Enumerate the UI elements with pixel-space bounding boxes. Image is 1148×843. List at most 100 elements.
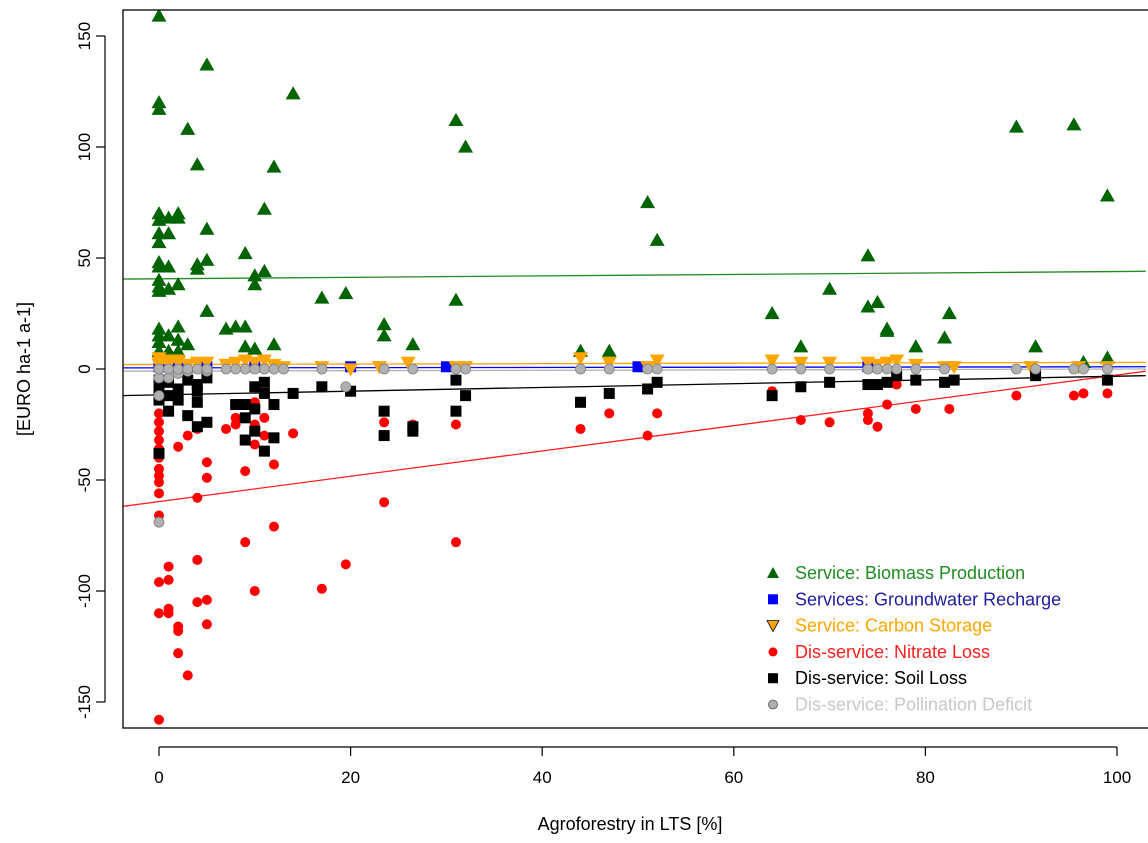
data-point	[450, 419, 461, 430]
data-point	[201, 472, 212, 483]
data-point	[201, 363, 213, 375]
data-point	[1102, 363, 1113, 375]
data-point	[1028, 339, 1044, 353]
data-point	[182, 670, 193, 681]
data-point	[604, 408, 615, 419]
data-point	[154, 435, 164, 446]
data-point	[154, 426, 164, 437]
data-point	[154, 408, 164, 419]
legend-label: Service: Carbon Storage	[795, 616, 992, 636]
data-point	[153, 516, 165, 528]
data-point	[170, 332, 186, 346]
data-point	[1008, 119, 1024, 133]
data-point	[230, 412, 241, 423]
data-point	[891, 370, 903, 382]
y-tick-label: 50	[75, 249, 94, 268]
data-point	[824, 417, 835, 428]
data-point	[199, 252, 215, 266]
data-point	[173, 648, 184, 659]
data-point	[448, 112, 464, 126]
data-point	[343, 363, 359, 377]
data-point	[440, 361, 452, 373]
data-point	[1078, 363, 1089, 375]
data-point	[573, 352, 589, 366]
data-point	[268, 459, 279, 470]
data-point	[1030, 363, 1041, 375]
data-point	[173, 621, 184, 632]
data-point	[575, 363, 586, 375]
data-point	[154, 463, 164, 474]
data-point	[278, 363, 289, 375]
data-point	[1030, 370, 1042, 382]
data-point	[201, 594, 212, 605]
data-point	[249, 425, 261, 437]
data-point	[239, 434, 251, 446]
data-point	[764, 354, 780, 368]
data-point	[460, 390, 472, 402]
data-point	[172, 363, 184, 375]
data-point	[793, 339, 809, 353]
data-point	[151, 328, 167, 342]
data-point	[259, 430, 270, 441]
data-point	[268, 432, 280, 444]
x-tick-label: 0	[154, 768, 163, 787]
y-tick-label: -50	[75, 468, 94, 493]
data-point	[192, 554, 203, 565]
legend-label: Service: Biomass Production	[795, 563, 1025, 583]
data-point	[601, 356, 617, 370]
data-point	[256, 263, 272, 277]
data-point	[285, 86, 301, 100]
data-point	[939, 376, 951, 388]
data-point	[163, 608, 174, 619]
legend-label: Services: Groundwater Recharge	[795, 589, 1061, 609]
data-point	[642, 363, 653, 375]
data-point	[651, 376, 663, 388]
data-point	[460, 363, 471, 375]
data-point	[881, 363, 893, 375]
data-point	[872, 379, 883, 391]
data-point	[151, 234, 167, 249]
data-point	[151, 95, 167, 109]
y-tick-label: 100	[75, 133, 94, 161]
data-point	[249, 363, 261, 375]
data-point	[220, 363, 232, 375]
data-point	[824, 363, 835, 375]
trend-lines	[123, 270, 1146, 507]
data-point	[795, 415, 806, 426]
x-axis-label: Agroforestry in LTS [%]	[538, 814, 723, 834]
data-point	[151, 206, 167, 220]
data-point	[601, 343, 617, 357]
x-tick-label: 80	[916, 768, 935, 787]
data-point	[378, 430, 390, 442]
data-point	[199, 221, 215, 235]
data-point	[192, 492, 203, 503]
data-point	[941, 306, 957, 320]
data-point	[266, 337, 282, 351]
data-point	[268, 399, 280, 411]
x-tick-label: 60	[724, 768, 743, 787]
data-point	[872, 421, 883, 432]
data-point	[161, 210, 177, 224]
data-point	[287, 387, 299, 399]
data-point	[154, 488, 164, 499]
data-point	[910, 363, 922, 375]
data-point	[882, 399, 893, 410]
data-point	[316, 583, 327, 594]
data-point	[240, 537, 251, 548]
data-point	[822, 356, 838, 370]
legend-marker	[768, 673, 778, 684]
data-point	[1011, 363, 1022, 375]
data-point	[221, 423, 232, 434]
data-point	[180, 121, 196, 135]
data-point	[161, 328, 177, 342]
data-point	[240, 466, 251, 477]
data-point	[230, 399, 242, 411]
data-point	[151, 226, 167, 240]
data-point	[450, 363, 462, 375]
data-point	[651, 363, 663, 375]
data-point	[161, 281, 177, 295]
data-point	[256, 354, 272, 368]
data-point	[268, 521, 279, 532]
data-point	[247, 356, 263, 370]
data-point	[151, 321, 167, 335]
